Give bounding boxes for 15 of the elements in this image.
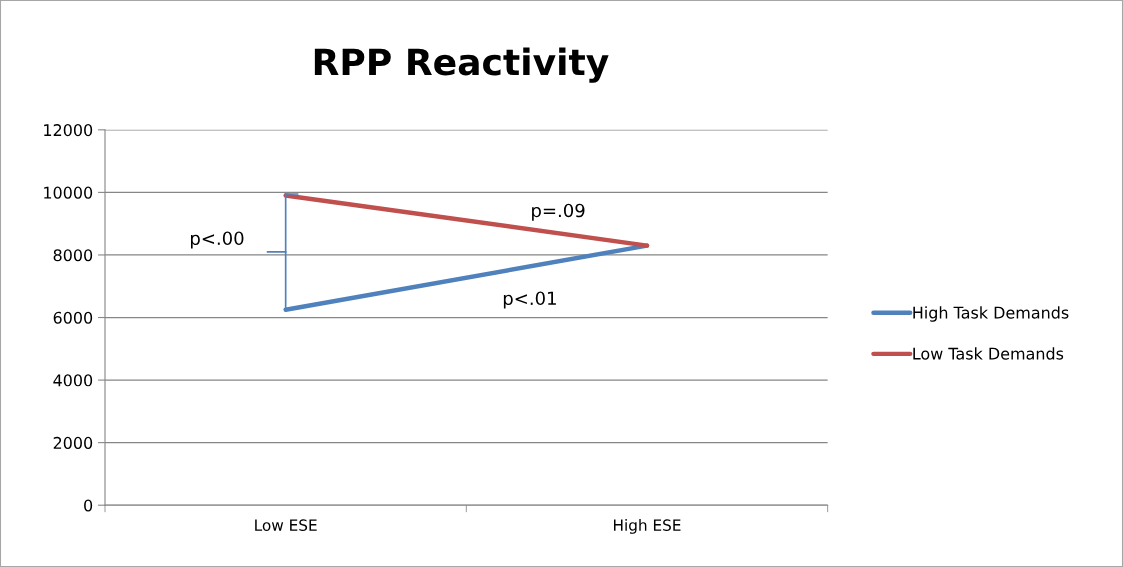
x-tick-label: High ESE <box>614 519 681 534</box>
annotation: p<.00 <box>191 231 244 249</box>
x-tick-label: Low ESE <box>255 519 317 531</box>
legend-label: Low Task Demands <box>913 347 1064 360</box>
y-tick-label: 12000 <box>44 124 93 137</box>
y-tick-label: 6000 <box>53 311 93 324</box>
legend-label: High Task Demands <box>913 306 1069 322</box>
annotation: p<.01 <box>503 291 556 309</box>
y-tick-label: 0 <box>84 499 93 512</box>
y-tick-label: 2000 <box>53 436 93 449</box>
chart-title: RPP Reactivity <box>314 47 609 83</box>
y-tick-label: 8000 <box>53 249 93 262</box>
annotation: p=.09 <box>532 203 585 221</box>
y-tick-label: 4000 <box>53 374 93 387</box>
y-tick-label: 10000 <box>44 186 93 199</box>
